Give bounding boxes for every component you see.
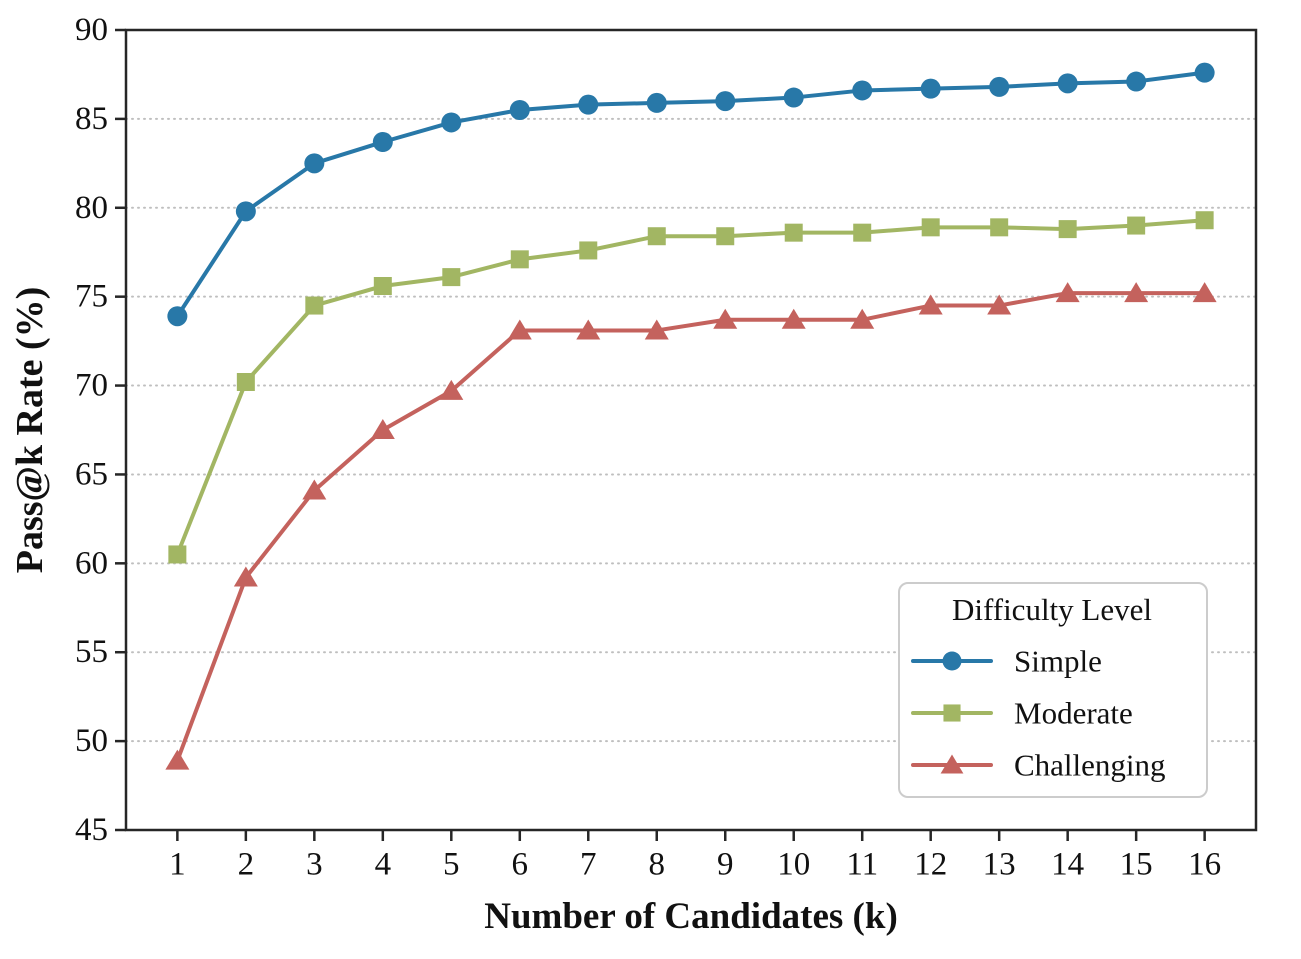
x-tick-label: 5 xyxy=(443,846,460,882)
legend-title: Difficulty Level xyxy=(952,592,1152,627)
marker-moderate xyxy=(853,223,872,242)
y-tick-label: 60 xyxy=(75,545,108,581)
marker-challenging xyxy=(1124,282,1149,303)
marker-moderate xyxy=(305,296,324,315)
marker-moderate xyxy=(442,268,461,287)
marker-moderate xyxy=(510,250,529,269)
x-tick-label: 11 xyxy=(846,846,878,882)
legend-square-icon xyxy=(943,704,961,722)
x-tick-label: 13 xyxy=(983,846,1016,882)
marker-challenging xyxy=(302,479,327,500)
marker-moderate xyxy=(168,545,187,564)
x-tick-label: 14 xyxy=(1051,846,1084,882)
marker-challenging xyxy=(576,319,601,340)
marker-simple xyxy=(304,153,325,174)
marker-moderate xyxy=(647,227,666,246)
x-tick-label: 10 xyxy=(777,846,810,882)
marker-challenging xyxy=(850,308,875,329)
legend-triangle-icon xyxy=(940,754,964,774)
marker-simple xyxy=(715,91,736,112)
marker-moderate xyxy=(716,227,735,246)
marker-simple xyxy=(783,87,804,108)
marker-challenging xyxy=(987,294,1012,315)
legend-label-challenging: Challenging xyxy=(1014,748,1166,783)
marker-moderate xyxy=(1195,211,1214,230)
y-tick-label: 80 xyxy=(75,190,108,226)
marker-moderate xyxy=(784,223,803,242)
marker-challenging xyxy=(1192,282,1217,303)
legend: Simple Moderate Challenging xyxy=(898,582,1208,798)
marker-moderate xyxy=(990,218,1009,237)
marker-challenging xyxy=(165,749,190,770)
y-tick-label: 70 xyxy=(75,368,108,404)
marker-simple xyxy=(372,132,393,152)
marker-challenging xyxy=(439,379,464,400)
y-tick-label: 75 xyxy=(75,279,108,315)
legend-circle-icon xyxy=(942,651,962,671)
series-line-challenging xyxy=(175,291,1207,763)
x-tick-label: 4 xyxy=(375,846,392,882)
marker-challenging xyxy=(1055,282,1080,303)
plot-frame xyxy=(124,28,1258,832)
marker-simple xyxy=(920,78,941,99)
x-tick-label: 7 xyxy=(580,846,597,882)
y-axis-label: Pass@k Rate (%) xyxy=(9,287,51,574)
x-tick-label: 12 xyxy=(914,846,947,882)
y-tick-label: 45 xyxy=(75,812,108,848)
tick-marks xyxy=(115,28,1206,841)
marker-moderate xyxy=(1127,216,1146,235)
legend-item-simple: Simple xyxy=(911,644,1102,679)
marker-moderate xyxy=(579,241,598,260)
marker-challenging xyxy=(713,308,738,329)
marker-simple xyxy=(509,100,530,120)
marker-moderate xyxy=(1058,220,1077,239)
y-tick-label: 65 xyxy=(75,456,108,492)
legend-label-moderate: Moderate xyxy=(1014,696,1133,731)
plot-frame-group xyxy=(124,28,1258,832)
marker-simple xyxy=(441,112,462,133)
y-tick-label: 85 xyxy=(75,101,108,137)
marker-challenging xyxy=(781,308,806,329)
marker-moderate xyxy=(921,218,940,237)
marker-simple xyxy=(1057,73,1078,94)
marker-simple xyxy=(235,201,256,222)
marker-simple xyxy=(578,94,599,115)
marker-challenging xyxy=(507,319,532,340)
x-tick-label: 8 xyxy=(649,846,666,882)
marker-simple xyxy=(646,92,667,113)
marker-moderate xyxy=(236,373,255,391)
series-line-simple xyxy=(175,70,1207,319)
y-tick-label: 55 xyxy=(75,634,108,670)
marker-simple xyxy=(167,306,188,327)
series-line-moderate xyxy=(175,218,1207,557)
legend-box xyxy=(898,582,1208,798)
marker-challenging xyxy=(644,319,669,340)
marker-challenging xyxy=(370,419,395,439)
marker-simple xyxy=(852,80,873,101)
x-tick-label: 16 xyxy=(1188,846,1221,882)
legend-item-moderate: Moderate xyxy=(911,696,1133,731)
legend-label-simple: Simple xyxy=(1014,644,1102,679)
x-tick-label: 15 xyxy=(1120,846,1153,882)
marker-simple xyxy=(1126,71,1147,92)
y-tick-label: 90 xyxy=(75,12,108,48)
x-tick-label: 9 xyxy=(717,846,734,882)
x-axis-label: Number of Candidates (k) xyxy=(484,896,898,937)
marker-challenging xyxy=(918,294,943,315)
y-tick-label: 50 xyxy=(75,723,108,759)
marker-simple xyxy=(1194,62,1215,83)
x-tick-label: 3 xyxy=(306,846,323,882)
marker-moderate xyxy=(373,277,392,295)
x-tick-label: 2 xyxy=(238,846,255,882)
marker-challenging xyxy=(233,566,258,587)
series-group xyxy=(165,62,1217,770)
marker-simple xyxy=(989,76,1010,97)
x-tick-label: 1 xyxy=(169,846,186,882)
x-tick-label: 6 xyxy=(512,846,529,882)
legend-item-challenging: Challenging xyxy=(911,748,1166,783)
